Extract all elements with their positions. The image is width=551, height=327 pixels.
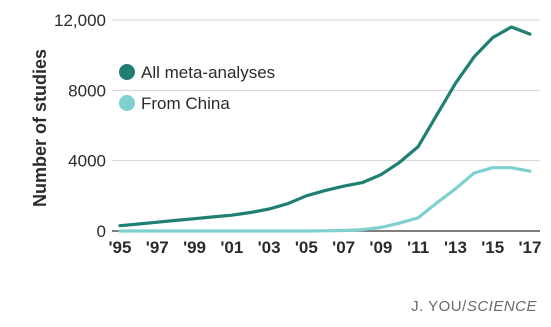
line-chart: 0 4000 8000 12,000 '95 '97 '99 '01 '03 '05 '07 '09…: [30, 11, 542, 257]
legend: All meta-analyses From China: [119, 63, 275, 113]
series-line-all-meta-analyses: [118, 25, 532, 228]
x-tick-label: '13: [444, 238, 467, 257]
y-axis-label: Number of studies: [30, 49, 50, 207]
x-tick-label: '99: [183, 238, 206, 257]
x-tick-label: '07: [332, 238, 355, 257]
grid-lines: [112, 19, 540, 232]
y-tick-label: 0: [97, 222, 106, 241]
legend-label-all: All meta-analyses: [141, 63, 275, 82]
x-tick-label: '11: [407, 238, 429, 257]
x-tick-label: '15: [481, 238, 504, 257]
y-axis-ticks: 0 4000 8000 12,000: [54, 11, 106, 241]
x-tick-label: '95: [109, 238, 132, 257]
legend-marker-china: [119, 95, 135, 111]
series-line-from-china: [118, 166, 532, 233]
y-tick-label: 12,000: [54, 11, 106, 30]
image-credit: J. YOU/SCIENCE: [411, 298, 537, 315]
x-tick-label: '97: [146, 238, 169, 257]
x-tick-label: '05: [295, 238, 318, 257]
y-tick-label: 8000: [68, 81, 106, 100]
x-tick-label: '17: [519, 238, 542, 257]
credit-publication: SCIENCE: [466, 298, 537, 315]
legend-label-china: From China: [141, 94, 230, 113]
x-tick-label: '01: [220, 238, 243, 257]
y-tick-label: 4000: [68, 152, 106, 171]
series-lines: [118, 25, 532, 233]
legend-marker-all: [119, 64, 135, 80]
x-tick-label: '03: [258, 238, 281, 257]
x-axis-ticks: '95 '97 '99 '01 '03 '05 '07 '09 '11 '13 '15 '17: [109, 238, 542, 257]
credit-author: J. YOU/: [411, 298, 467, 315]
x-tick-label: '09: [369, 238, 392, 257]
